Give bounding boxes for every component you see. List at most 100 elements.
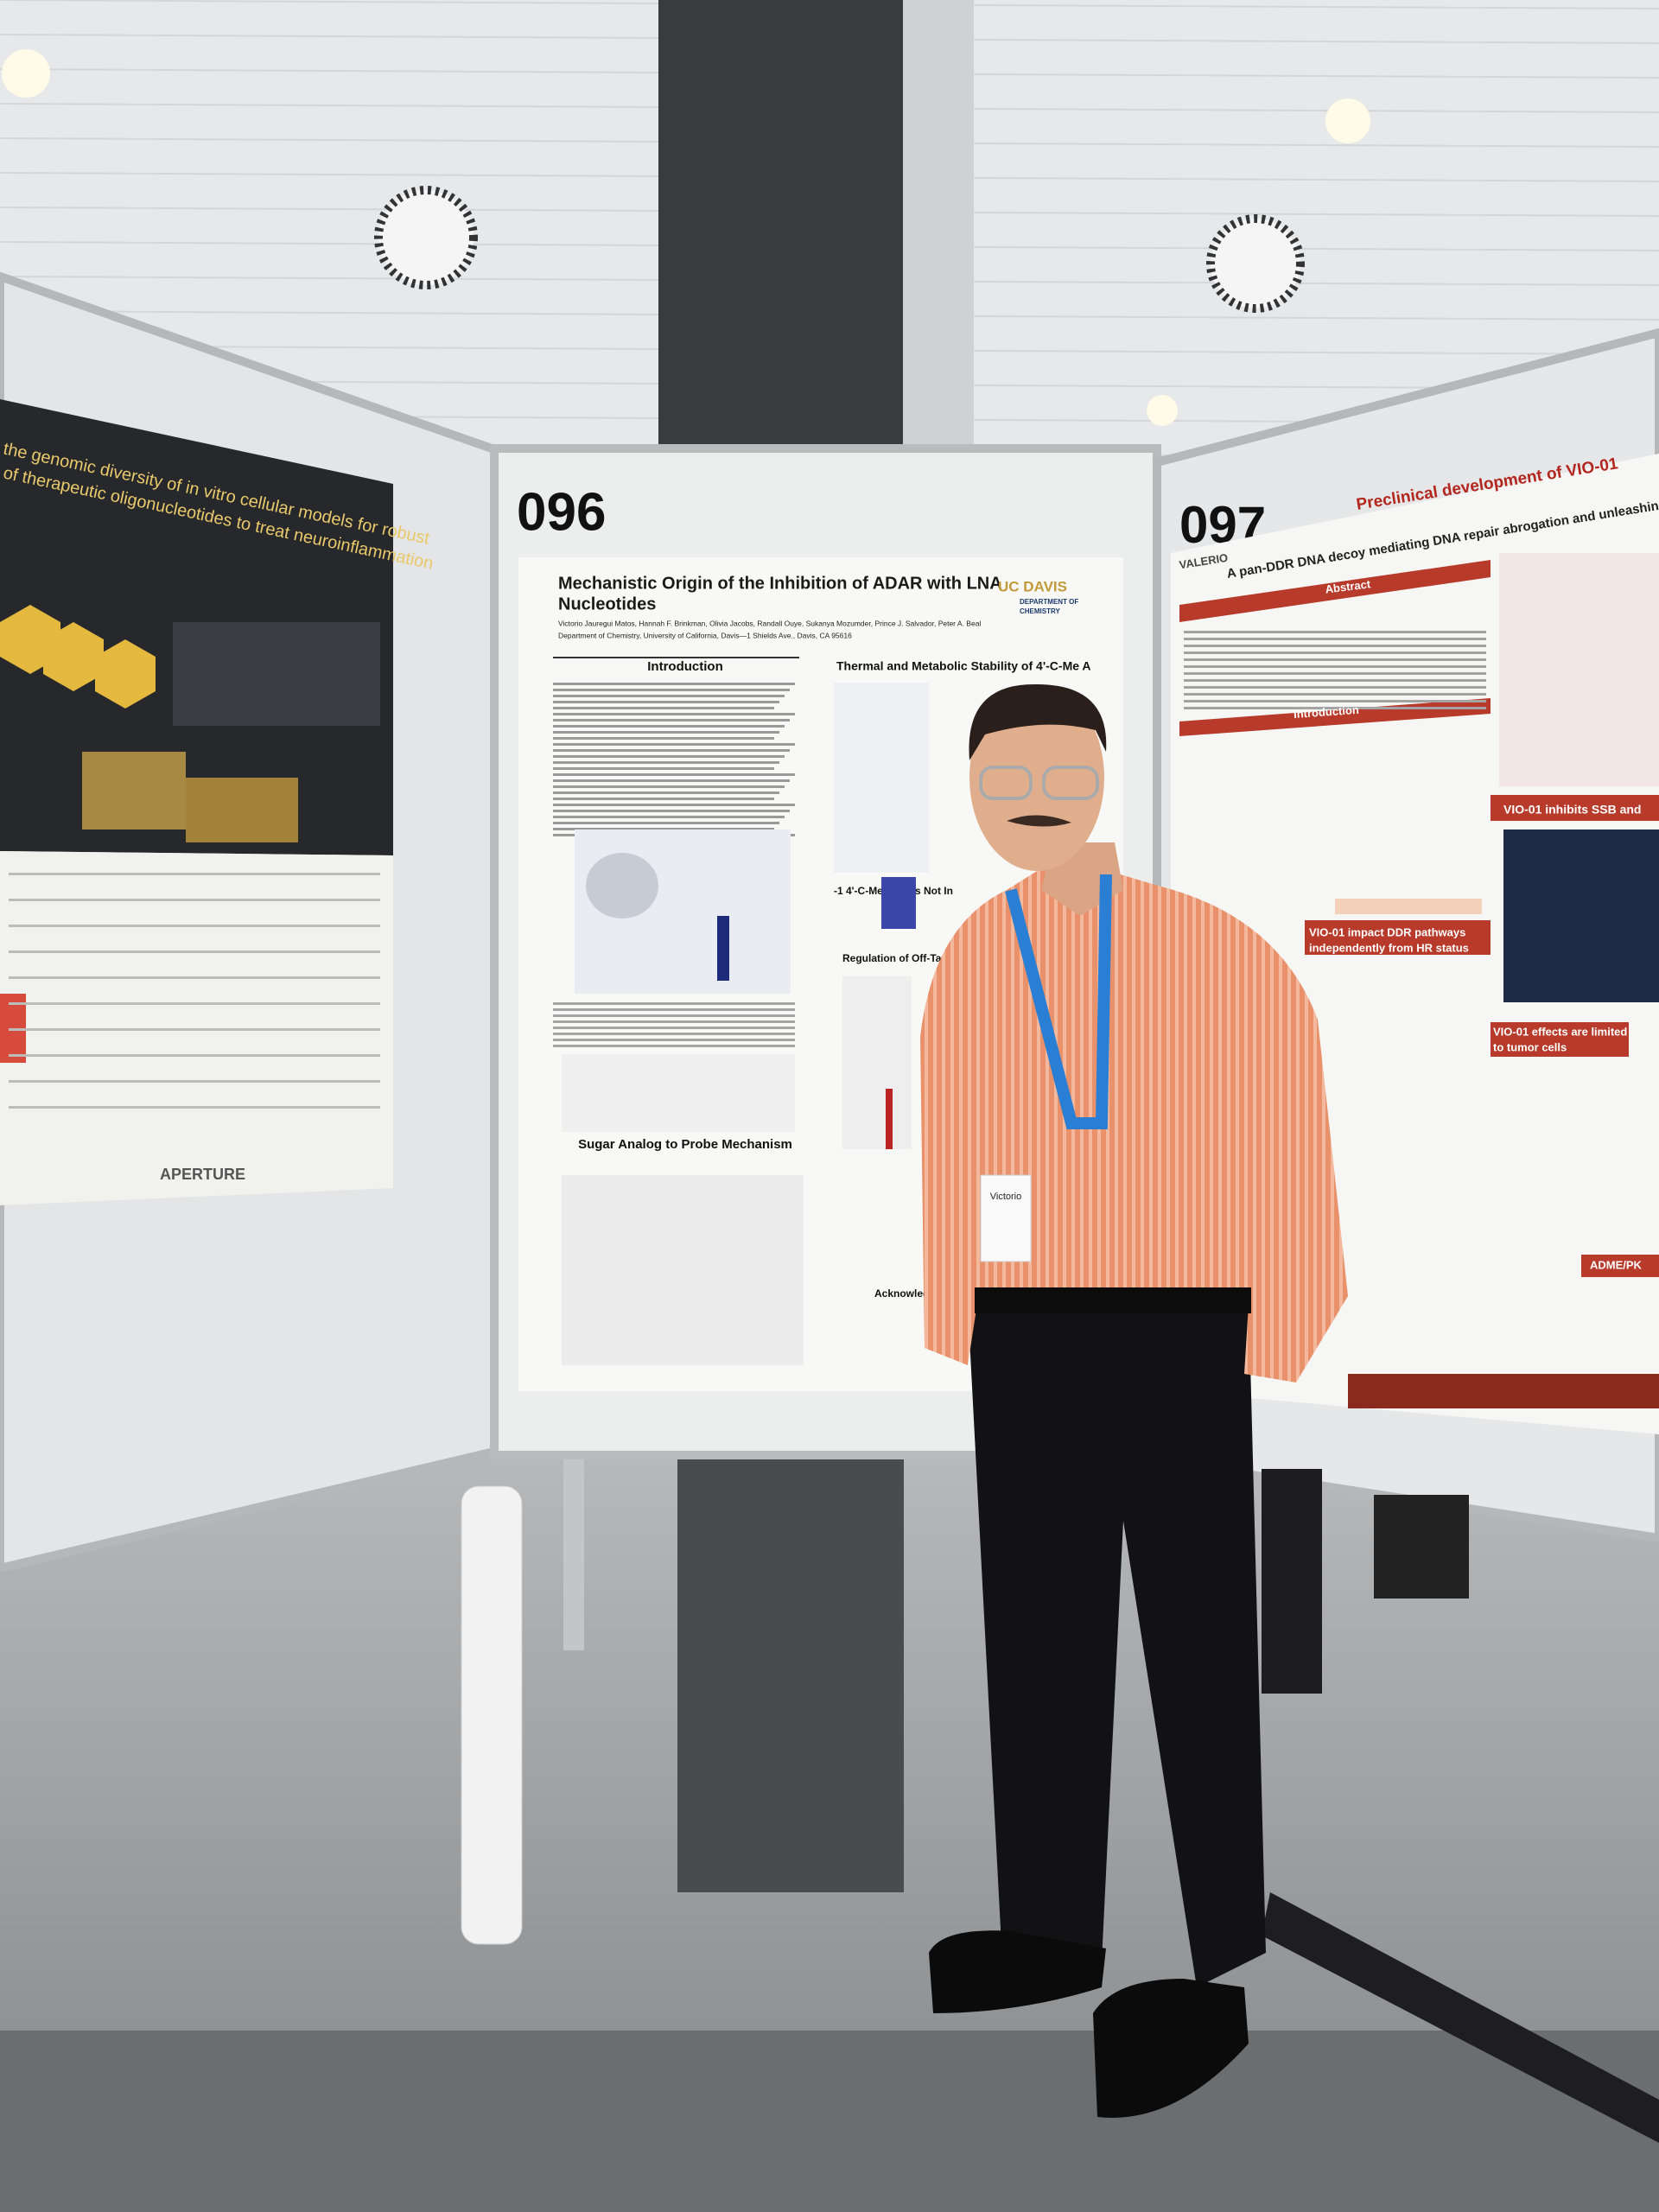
text-line [553, 689, 790, 691]
text-line [9, 1054, 380, 1057]
text-line [553, 749, 790, 752]
text-line [553, 810, 790, 812]
section-heading: Regulation of Off-Target E [842, 952, 970, 964]
figure [881, 877, 916, 929]
column-side [903, 0, 974, 467]
text-line [9, 1080, 380, 1083]
text-line [553, 719, 790, 721]
text-line [553, 737, 774, 740]
section-heading: Introduction [1294, 703, 1360, 721]
text-line [553, 1039, 795, 1041]
section-heading: VIO-01 impact DDR pathways [1309, 925, 1465, 938]
text-line [553, 707, 774, 709]
text-line [553, 695, 785, 697]
text-line [553, 1008, 795, 1011]
poster-figures [1179, 553, 1659, 1408]
column [658, 0, 944, 467]
footer-band [1348, 1374, 1659, 1408]
section-heading: ADME/PK [1590, 1258, 1643, 1271]
section-heading: Introduction [647, 659, 722, 674]
text-line [553, 773, 795, 776]
text-line [1184, 645, 1486, 647]
text-line [553, 785, 785, 788]
text-line [553, 701, 779, 703]
text-line [553, 822, 779, 824]
poster-tube-black [1262, 1892, 1659, 2143]
text-line [1184, 686, 1486, 689]
figure [842, 976, 912, 1149]
figure [562, 1054, 795, 1132]
figure [186, 778, 298, 842]
shoe [929, 1930, 1106, 2013]
text-line [1184, 700, 1486, 702]
text-line [553, 791, 779, 794]
text-line [9, 976, 380, 979]
floor-band [0, 2031, 1659, 2212]
mustache [1007, 815, 1071, 827]
text-line [1184, 652, 1486, 654]
man: Victorio [920, 683, 1348, 2118]
lanyard [1005, 874, 1112, 1129]
section-heading: Thermal and Metabolic Stability of 4'-C-… [836, 659, 1091, 673]
text-line [9, 1002, 380, 1005]
text-line [9, 899, 380, 901]
section-heading: Sugar Analog to Probe Mechanism [578, 1137, 792, 1152]
heading-band [1491, 795, 1659, 821]
poster-title: Mechanistic Origin of the Inhibition of … [558, 574, 1002, 593]
column-base [677, 1434, 904, 1892]
figure [1335, 899, 1482, 914]
glasses [979, 766, 1033, 800]
vent [1206, 214, 1305, 313]
ceiling-light [2, 49, 50, 98]
section-heading: to tumor cells [1493, 1040, 1567, 1053]
left-poster-logo: APERTURE [160, 1166, 245, 1183]
text-line [1184, 693, 1486, 696]
hexagon [95, 639, 156, 709]
text-line [553, 1020, 795, 1023]
text-line [9, 1028, 380, 1031]
text-line [1184, 707, 1486, 709]
text-line [553, 779, 790, 782]
figure [562, 1175, 804, 1365]
text-line [553, 1045, 795, 1047]
text-line [553, 1027, 795, 1029]
text-line [553, 816, 785, 818]
vent [374, 186, 478, 289]
text-line [553, 798, 774, 800]
text-line [553, 1033, 795, 1035]
logo: DEPARTMENT OF [1020, 598, 1078, 606]
logo: UC DAVIS [998, 578, 1067, 594]
logo: CHEMISTRY [1020, 607, 1060, 615]
ceiling-light [1325, 99, 1370, 143]
poster-figures [553, 683, 929, 1365]
glasses [1042, 766, 1099, 800]
section-heading: VIO-01 effects are limited [1493, 1025, 1627, 1038]
figure [173, 622, 380, 726]
text-line [553, 683, 795, 685]
poster-department: Department of Chemistry, University of C… [558, 631, 852, 639]
text-line [9, 950, 380, 953]
section-heading: Abstract [1325, 577, 1372, 595]
section-heading: independently from HR status [1309, 941, 1469, 954]
text-line [553, 725, 785, 728]
figure [1503, 830, 1659, 1002]
shoe [1093, 1979, 1249, 2118]
text-line [553, 761, 779, 764]
figure [717, 916, 729, 981]
ceiling-light [1147, 395, 1178, 426]
text-line [553, 1002, 795, 1005]
text-line [1184, 631, 1486, 633]
text-line [9, 1106, 380, 1109]
text-line [553, 743, 795, 746]
text-line [1184, 679, 1486, 682]
heading-band [1581, 1255, 1659, 1277]
left-poster-figures [0, 605, 380, 1109]
text-line [553, 1014, 795, 1017]
face [969, 684, 1104, 871]
text-line [1184, 638, 1486, 640]
text-line [553, 731, 779, 734]
text-line [553, 713, 795, 715]
badge-name: Victorio [990, 1192, 1021, 1202]
text-line [1184, 665, 1486, 668]
